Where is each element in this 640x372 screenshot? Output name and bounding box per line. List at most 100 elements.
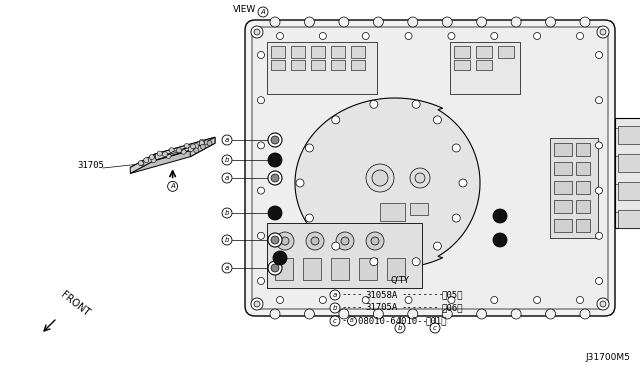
Circle shape xyxy=(372,170,388,186)
Bar xyxy=(331,258,349,280)
Circle shape xyxy=(600,29,606,35)
Bar xyxy=(576,200,590,213)
FancyBboxPatch shape xyxy=(252,27,608,309)
Circle shape xyxy=(545,17,556,27)
Circle shape xyxy=(511,17,521,27)
Polygon shape xyxy=(155,137,215,160)
Circle shape xyxy=(222,173,232,183)
Circle shape xyxy=(222,155,232,165)
Circle shape xyxy=(268,233,282,247)
Circle shape xyxy=(577,296,584,304)
Circle shape xyxy=(491,296,498,304)
Circle shape xyxy=(412,100,420,108)
Circle shape xyxy=(577,32,584,39)
Polygon shape xyxy=(166,148,187,155)
Circle shape xyxy=(271,174,279,182)
Bar xyxy=(554,181,572,194)
Bar xyxy=(351,60,365,70)
Circle shape xyxy=(405,32,412,39)
Circle shape xyxy=(433,242,442,250)
Circle shape xyxy=(273,251,287,265)
Text: b: b xyxy=(225,210,229,216)
Text: --------: -------- xyxy=(401,291,444,299)
Text: --: -- xyxy=(341,317,352,326)
Circle shape xyxy=(595,142,602,149)
Circle shape xyxy=(199,141,204,145)
Circle shape xyxy=(268,171,282,185)
Circle shape xyxy=(254,301,260,307)
Text: b: b xyxy=(397,325,403,331)
Circle shape xyxy=(271,136,279,144)
Circle shape xyxy=(270,17,280,27)
Circle shape xyxy=(276,32,284,39)
Circle shape xyxy=(139,161,144,166)
Circle shape xyxy=(222,135,232,145)
Circle shape xyxy=(258,7,268,17)
Circle shape xyxy=(306,232,324,250)
Bar xyxy=(291,46,305,58)
Polygon shape xyxy=(131,143,215,173)
Circle shape xyxy=(415,173,425,183)
Circle shape xyxy=(276,232,294,250)
Text: 31705A: 31705A xyxy=(365,304,397,312)
Bar xyxy=(311,60,325,70)
Circle shape xyxy=(305,309,314,319)
Text: c: c xyxy=(433,325,437,331)
Bar xyxy=(615,118,640,228)
Circle shape xyxy=(257,51,264,58)
Bar xyxy=(454,60,470,70)
Circle shape xyxy=(370,100,378,108)
Circle shape xyxy=(595,232,602,239)
Circle shape xyxy=(493,233,507,247)
Bar xyxy=(554,162,572,175)
Text: 31705: 31705 xyxy=(77,161,104,170)
Circle shape xyxy=(405,296,412,304)
Bar xyxy=(476,46,492,58)
Polygon shape xyxy=(295,98,480,268)
Circle shape xyxy=(477,17,486,27)
Circle shape xyxy=(597,26,609,38)
Text: VIEW: VIEW xyxy=(233,5,256,14)
Circle shape xyxy=(168,181,178,191)
Circle shape xyxy=(493,209,507,223)
Circle shape xyxy=(600,301,606,307)
Circle shape xyxy=(144,158,148,163)
Circle shape xyxy=(595,51,602,58)
Bar xyxy=(554,143,572,156)
Circle shape xyxy=(257,187,264,194)
Circle shape xyxy=(169,148,174,153)
Text: ----: ---- xyxy=(341,304,362,312)
Circle shape xyxy=(151,158,156,163)
Circle shape xyxy=(200,144,205,149)
Circle shape xyxy=(395,323,405,333)
Circle shape xyxy=(348,317,356,326)
Bar xyxy=(576,181,590,194)
Circle shape xyxy=(149,155,154,160)
Circle shape xyxy=(430,323,440,333)
Bar xyxy=(618,182,640,200)
Circle shape xyxy=(595,97,602,104)
Bar xyxy=(618,210,640,228)
Circle shape xyxy=(222,263,232,273)
Text: 々06〆: 々06〆 xyxy=(441,304,463,312)
Circle shape xyxy=(362,32,369,39)
Bar xyxy=(267,42,377,94)
Circle shape xyxy=(305,214,314,222)
Circle shape xyxy=(595,187,602,194)
Text: b: b xyxy=(225,237,229,243)
Bar xyxy=(554,200,572,213)
Circle shape xyxy=(477,309,486,319)
Circle shape xyxy=(281,237,289,245)
Circle shape xyxy=(166,153,171,158)
Bar xyxy=(380,203,405,221)
Bar xyxy=(387,258,405,280)
Circle shape xyxy=(305,17,314,27)
Circle shape xyxy=(332,242,340,250)
Circle shape xyxy=(194,148,199,153)
Circle shape xyxy=(373,17,383,27)
Circle shape xyxy=(412,258,420,266)
Circle shape xyxy=(268,206,282,220)
Text: 々01〆: 々01〆 xyxy=(425,317,447,326)
FancyBboxPatch shape xyxy=(245,20,615,316)
Bar xyxy=(498,46,514,58)
